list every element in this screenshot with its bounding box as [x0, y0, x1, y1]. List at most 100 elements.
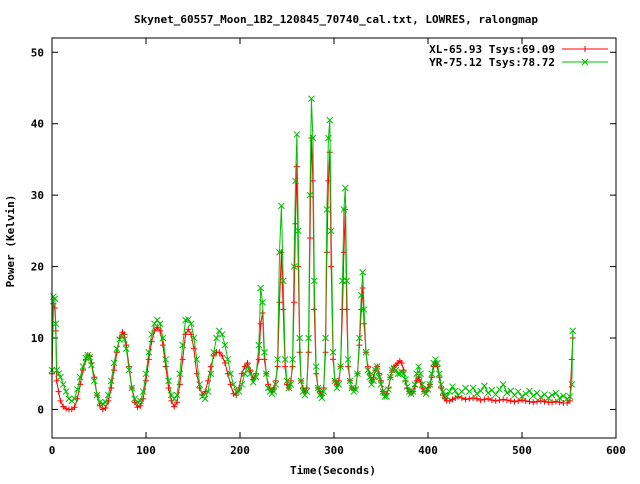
data-point — [446, 388, 453, 395]
data-point — [411, 381, 419, 388]
data-point — [329, 348, 337, 356]
data-point — [484, 389, 492, 397]
data-point — [145, 348, 153, 356]
data-point — [55, 370, 62, 378]
data-point — [159, 334, 167, 342]
data-point — [193, 356, 201, 363]
data-point — [62, 388, 70, 395]
data-point — [566, 393, 574, 400]
data-point — [238, 370, 245, 377]
data-point — [156, 320, 164, 328]
data-point — [143, 377, 149, 384]
data-point — [385, 386, 392, 393]
series-yr — [48, 95, 577, 408]
y-tick-label: 20 — [31, 261, 44, 274]
data-point — [323, 206, 331, 213]
data-point — [341, 184, 349, 192]
data-point — [449, 396, 456, 403]
data-point — [272, 381, 280, 388]
data-point — [424, 386, 432, 393]
data-point — [122, 345, 130, 353]
data-point — [142, 370, 150, 378]
data-point — [381, 393, 389, 400]
data-point — [311, 306, 318, 313]
data-point — [462, 396, 469, 403]
data-point — [296, 334, 304, 342]
data-point — [518, 393, 526, 400]
data-point — [481, 396, 488, 403]
data-point — [241, 363, 248, 370]
data-point — [560, 392, 567, 400]
data-point — [257, 320, 264, 327]
data-point — [125, 366, 133, 374]
data-point — [507, 397, 514, 404]
data-point — [359, 268, 367, 276]
data-point — [235, 388, 243, 395]
data-point — [422, 390, 430, 398]
data-point — [292, 177, 299, 185]
data-point — [477, 387, 484, 395]
data-point — [387, 373, 394, 381]
data-point — [290, 263, 298, 270]
data-point — [308, 95, 315, 103]
data-point — [492, 391, 500, 398]
data-point — [398, 360, 405, 366]
data-point — [185, 326, 192, 333]
x-tick-label: 0 — [49, 444, 56, 457]
data-point — [174, 399, 181, 406]
data-point — [568, 381, 576, 388]
x-tick-label: 300 — [324, 444, 344, 457]
data-point — [348, 384, 356, 392]
data-point — [291, 299, 298, 306]
y-tick-label: 10 — [31, 332, 44, 345]
data-point — [79, 363, 87, 370]
data-point — [262, 370, 270, 378]
data-point — [470, 395, 477, 401]
y-axis-label: Power (Kelvin) — [4, 195, 17, 288]
data-point — [289, 356, 296, 363]
data-point — [207, 363, 214, 370]
data-point — [375, 373, 383, 381]
data-point — [443, 393, 451, 400]
x-tick-label: 600 — [606, 444, 626, 457]
data-point — [71, 395, 78, 403]
data-point — [449, 383, 456, 390]
data-point — [201, 395, 209, 403]
data-point — [74, 386, 81, 393]
data-point — [261, 348, 268, 356]
data-point — [346, 377, 354, 385]
data-point — [55, 388, 62, 395]
data-point — [227, 381, 234, 388]
legend-label-yr: YR-75.12 Tsys:78.72 — [429, 56, 555, 69]
data-point — [368, 381, 375, 388]
data-point — [428, 370, 436, 378]
data-point — [190, 345, 197, 352]
data-point — [373, 363, 381, 370]
y-tick-label: 50 — [31, 46, 44, 59]
data-point — [519, 397, 525, 404]
data-point — [51, 295, 59, 303]
x-tick-label: 400 — [418, 444, 438, 457]
data-point — [53, 366, 61, 374]
data-point — [352, 386, 359, 393]
data-point — [515, 397, 522, 404]
data-point — [569, 327, 577, 335]
data-point — [400, 370, 407, 378]
data-point — [552, 398, 559, 405]
data-point — [176, 370, 184, 378]
data-point — [281, 356, 289, 363]
data-point — [76, 373, 84, 381]
data-point — [285, 384, 293, 392]
data-point — [102, 398, 109, 406]
data-point — [219, 352, 226, 359]
data-point — [230, 381, 237, 388]
y-tick-label: 0 — [37, 403, 44, 416]
data-point — [216, 349, 223, 356]
data-point — [556, 394, 563, 402]
data-point — [131, 395, 139, 403]
data-point — [105, 391, 112, 399]
y-tick-label: 40 — [31, 118, 44, 131]
data-point — [379, 388, 387, 395]
